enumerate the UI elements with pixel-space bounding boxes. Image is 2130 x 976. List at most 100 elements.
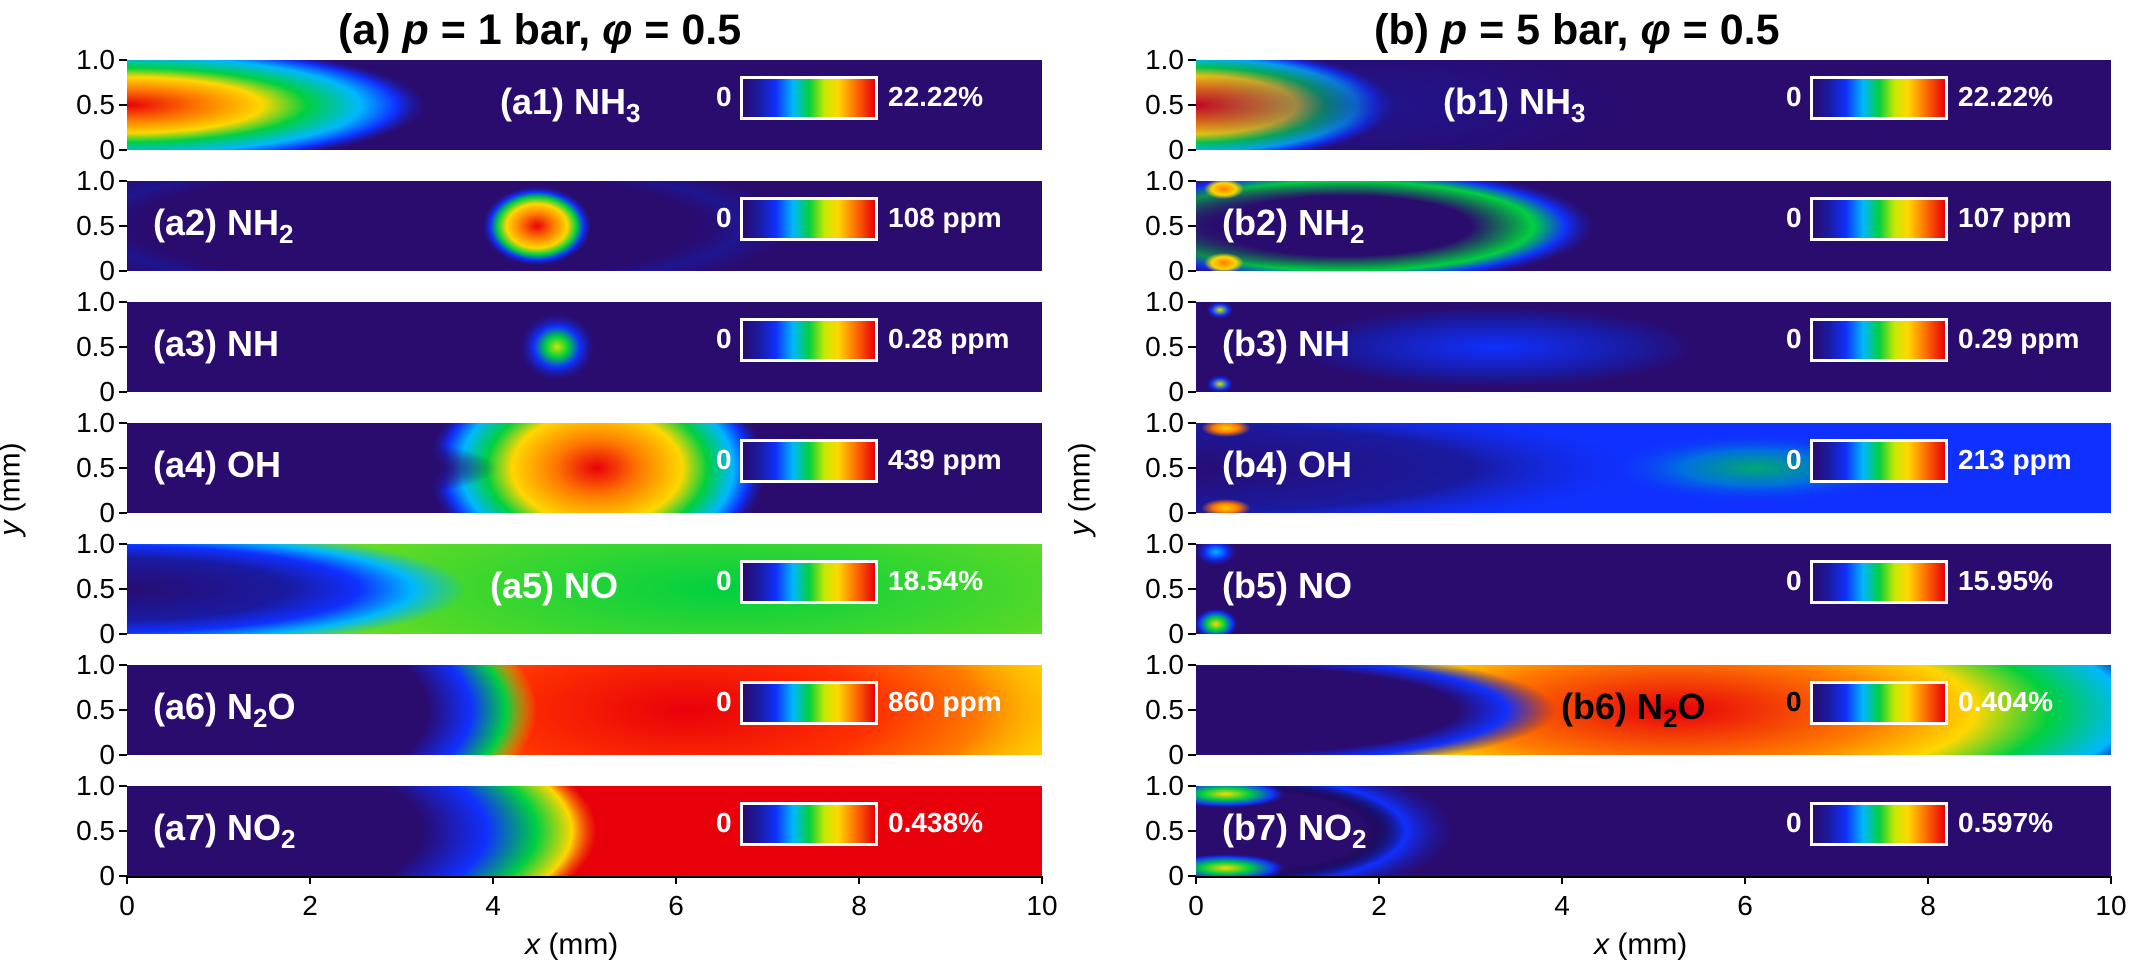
y-tick-label: 0.5 — [76, 573, 115, 604]
panel-b-title: (b) p = 5 bar, φ = 0.5 — [1374, 6, 1780, 54]
contour-strip — [127, 665, 1042, 755]
y-tick-label: 0.5 — [76, 815, 115, 846]
species-subscript: 2 — [1663, 703, 1678, 734]
y-tick-mark — [119, 785, 127, 787]
contour-field — [127, 60, 427, 150]
y-tick-mark — [119, 543, 127, 545]
contour-region — [1196, 786, 1286, 808]
contour-strip — [1196, 181, 2111, 271]
y-tick-label: 1.0 — [76, 528, 115, 559]
y-tick-mark — [1188, 104, 1196, 106]
contour-region — [1196, 544, 1238, 566]
contour-strip — [127, 786, 1042, 876]
species-subscript: 3 — [626, 98, 641, 129]
contour-region — [127, 544, 467, 634]
colorbar — [740, 76, 878, 120]
x-tick-label: 8 — [1920, 890, 1936, 921]
y-tick-label: 0.5 — [1145, 452, 1184, 483]
contour-strip — [1196, 60, 2111, 150]
y-tick-label: 0.5 — [1145, 89, 1184, 120]
y-tick-mark — [1188, 225, 1196, 227]
x-tick-mark — [1195, 876, 1197, 884]
colorbar — [1810, 439, 1948, 483]
colorbar-max-label: 15.95% — [1958, 565, 2053, 596]
subplot-label: (a1) NH3 — [500, 82, 641, 133]
contour-field — [1196, 60, 1636, 150]
y-tick-label: 0 — [99, 860, 115, 891]
y-tick-label: 0.5 — [76, 89, 115, 120]
y-tick-mark — [119, 467, 127, 469]
colorbar — [1810, 802, 1948, 846]
x-axis-line — [127, 876, 1042, 878]
contour-strip — [1196, 665, 2111, 755]
contour-region — [427, 423, 767, 513]
colorbar — [740, 197, 878, 241]
species-subscript: 2 — [1350, 219, 1365, 250]
y-tick-mark — [119, 270, 127, 272]
y-tick-label: 0 — [99, 497, 115, 528]
y-tick-label: 1.0 — [1145, 407, 1184, 438]
contour-region — [1196, 665, 1556, 755]
species-name: (b6) N — [1561, 686, 1663, 727]
panel-a-title: (a) p = 1 bar, φ = 0.5 — [338, 6, 742, 54]
colorbar-min-label: 0 — [716, 444, 732, 475]
contour-field — [127, 181, 797, 271]
contour-region — [1204, 181, 1244, 199]
colorbar-min-label: 0 — [716, 807, 732, 838]
contour-region — [1196, 854, 1286, 876]
species-name: (b2) NH — [1222, 202, 1350, 243]
y-tick-mark — [1188, 633, 1196, 635]
subplot-label: (b2) NH2 — [1222, 203, 1364, 254]
species-name: (a1) NH — [500, 81, 627, 122]
y-tick-mark — [119, 391, 127, 393]
y-tick-mark — [119, 588, 127, 590]
subplot-label: (a3) NH — [153, 324, 279, 364]
colorbar-max-label: 0.28 ppm — [888, 323, 1010, 354]
y-tick-label: 0.5 — [1145, 210, 1184, 241]
x-tick-mark — [309, 876, 311, 884]
colorbar-max-label: 439 ppm — [888, 444, 1002, 475]
y-tick-label: 0 — [1168, 255, 1184, 286]
species-name: (a7) NO — [153, 807, 282, 848]
y-tick-label: 0 — [99, 618, 115, 649]
y-tick-label: 0.5 — [76, 210, 115, 241]
contour-field — [1196, 544, 1238, 634]
y-tick-label: 0 — [1168, 860, 1184, 891]
y-tick-mark — [1188, 467, 1196, 469]
colorbar-min-label: 0 — [1786, 81, 1802, 112]
y-tick-label: 1.0 — [1145, 528, 1184, 559]
y-tick-mark — [119, 709, 127, 711]
colorbar-min-label: 0 — [1786, 323, 1802, 354]
y-tick-mark — [119, 301, 127, 303]
colorbar — [1810, 197, 1948, 241]
y-tick-label: 1.0 — [76, 286, 115, 317]
colorbar — [1810, 681, 1948, 725]
subplot-label: (b6) N2O — [1561, 687, 1705, 738]
y-tick-mark — [1188, 270, 1196, 272]
x-tick-label: 6 — [668, 890, 684, 921]
contour-region — [127, 423, 497, 513]
y-tick-mark — [1188, 543, 1196, 545]
x-tick-mark — [675, 876, 677, 884]
y-tick-mark — [1188, 830, 1196, 832]
y-tick-mark — [119, 225, 127, 227]
species-name: (a2) NH — [153, 202, 280, 243]
y-tick-mark — [119, 422, 127, 424]
y-tick-mark — [1188, 512, 1196, 514]
y-tick-label: 0.5 — [1145, 815, 1184, 846]
y-tick-mark — [1188, 588, 1196, 590]
x-axis-line — [1196, 876, 2111, 878]
y-tick-mark — [1188, 391, 1196, 393]
subplot-label: (b4) OH — [1222, 445, 1352, 485]
colorbar-min-label: 0 — [1786, 807, 1802, 838]
x-tick-label: 10 — [2095, 890, 2127, 921]
colorbar-min-label: 0 — [1786, 202, 1802, 233]
colorbar-min-label: 0 — [1786, 444, 1802, 475]
y-tick-label: 0 — [99, 376, 115, 407]
contour-strip — [127, 60, 1042, 150]
x-tick-mark — [126, 876, 128, 884]
y-tick-label: 0 — [99, 255, 115, 286]
x-tick-mark — [2110, 876, 2112, 884]
colorbar-max-label: 107 ppm — [1958, 202, 2072, 233]
contour-region — [1206, 375, 1234, 392]
